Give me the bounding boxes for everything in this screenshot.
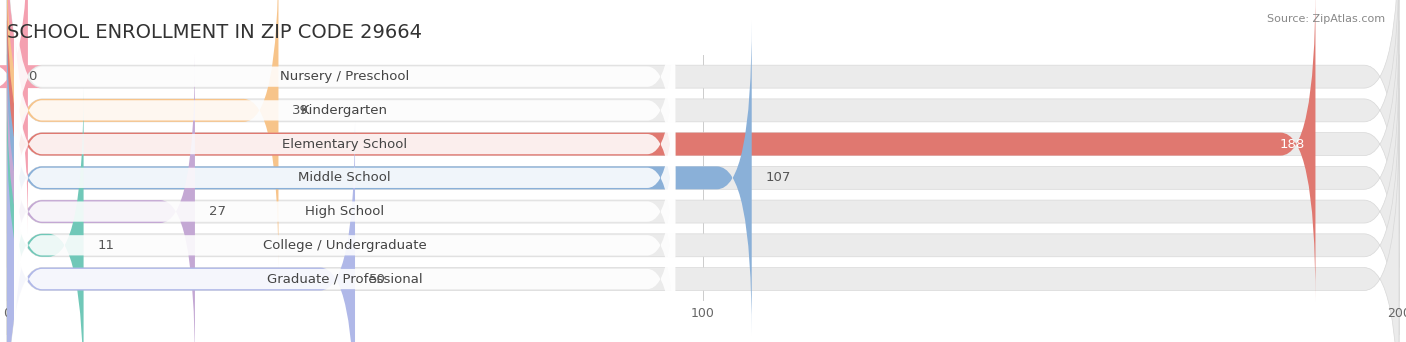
FancyBboxPatch shape (14, 87, 675, 337)
Text: 39: 39 (292, 104, 309, 117)
Text: Kindergarten: Kindergarten (301, 104, 388, 117)
FancyBboxPatch shape (7, 0, 278, 267)
FancyBboxPatch shape (7, 0, 1399, 301)
FancyBboxPatch shape (14, 0, 675, 201)
Text: SCHOOL ENROLLMENT IN ZIP CODE 29664: SCHOOL ENROLLMENT IN ZIP CODE 29664 (7, 23, 422, 42)
Text: Source: ZipAtlas.com: Source: ZipAtlas.com (1267, 14, 1385, 24)
FancyBboxPatch shape (7, 54, 1399, 342)
FancyBboxPatch shape (7, 0, 1316, 301)
FancyBboxPatch shape (7, 0, 1399, 267)
FancyBboxPatch shape (7, 21, 752, 335)
Text: 107: 107 (766, 171, 792, 184)
FancyBboxPatch shape (7, 122, 1399, 342)
FancyBboxPatch shape (14, 0, 675, 235)
FancyBboxPatch shape (7, 88, 83, 342)
FancyBboxPatch shape (14, 53, 675, 303)
FancyBboxPatch shape (7, 54, 195, 342)
Text: 27: 27 (209, 205, 226, 218)
Text: Nursery / Preschool: Nursery / Preschool (280, 70, 409, 83)
Text: High School: High School (305, 205, 384, 218)
Text: 188: 188 (1279, 137, 1305, 150)
Text: Middle School: Middle School (298, 171, 391, 184)
Text: College / Undergraduate: College / Undergraduate (263, 239, 426, 252)
FancyBboxPatch shape (7, 21, 1399, 335)
Text: Graduate / Professional: Graduate / Professional (267, 273, 422, 286)
FancyBboxPatch shape (7, 122, 354, 342)
FancyBboxPatch shape (7, 0, 1399, 234)
FancyBboxPatch shape (0, 0, 42, 234)
Text: 11: 11 (97, 239, 114, 252)
FancyBboxPatch shape (14, 120, 675, 342)
FancyBboxPatch shape (14, 154, 675, 342)
FancyBboxPatch shape (7, 88, 1399, 342)
Text: Elementary School: Elementary School (283, 137, 408, 150)
FancyBboxPatch shape (14, 19, 675, 269)
Text: 50: 50 (368, 273, 385, 286)
Text: 0: 0 (28, 70, 37, 83)
